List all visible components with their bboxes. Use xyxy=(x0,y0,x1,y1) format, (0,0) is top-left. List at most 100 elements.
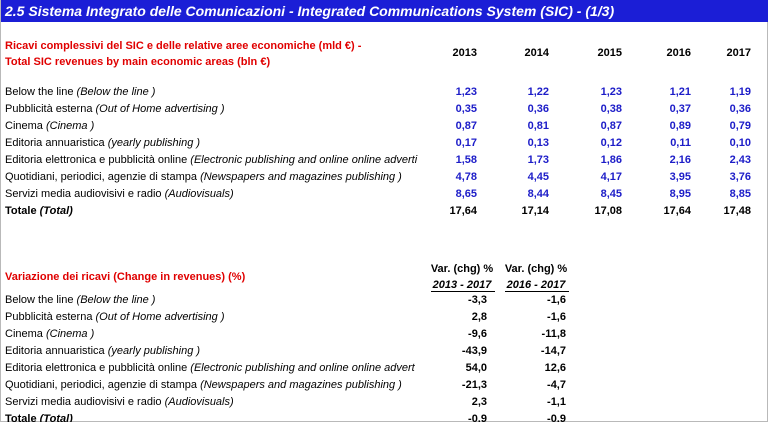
value-cell-2016: 0,11 xyxy=(670,137,691,149)
value-cell-2015: 0,87 xyxy=(600,120,622,132)
row-label-en: (Audiovisuals) xyxy=(164,396,234,408)
change-value-2016-2017: -1,1 xyxy=(547,396,566,408)
row-label-it: Editoria elettronica e pubblicità online xyxy=(5,154,191,166)
value-cell-2017: 8,85 xyxy=(729,188,751,200)
revenues-row: Servizi media audiovisivi e radio (Audio… xyxy=(5,186,765,202)
row-label-it: Pubblicità esterna xyxy=(5,311,96,323)
row-label: Totale (Total) xyxy=(5,411,415,422)
value-cell-2015: 4,17 xyxy=(600,171,622,183)
row-label-en: (Out of Home advertising ) xyxy=(95,103,225,115)
revenues-row: Quotidiani, periodici, agenzie di stampa… xyxy=(5,169,765,185)
value-cell-2016: 0,37 xyxy=(669,103,691,115)
value-cell-2017: 2,43 xyxy=(729,154,751,166)
value-cell-2015: 8,45 xyxy=(600,188,622,200)
row-label-it: Editoria elettronica e pubblicità online xyxy=(5,362,191,374)
change-value-2016-2017: -4,7 xyxy=(547,379,566,391)
change-row: Quotidiani, periodici, agenzie di stampa… xyxy=(5,377,605,394)
change-value-2016-2017: 12,6 xyxy=(544,362,566,374)
change-row: Editoria annuaristica (yearly publishing… xyxy=(5,343,605,360)
row-label-en: (Below the line ) xyxy=(76,294,156,306)
row-label: Servizi media audiovisivi e radio (Audio… xyxy=(5,186,429,202)
change-col2-underline xyxy=(505,291,569,292)
row-label-en: (Total) xyxy=(39,413,73,422)
row-label: Quotidiani, periodici, agenzie di stampa… xyxy=(5,169,429,185)
value-cell-2013: 0,17 xyxy=(455,137,477,149)
revenues-row: Editoria annuaristica (yearly publishing… xyxy=(5,135,765,151)
row-label-it: Quotidiani, periodici, agenzie di stampa xyxy=(5,171,201,183)
year-header-2013: 2013 xyxy=(452,47,477,59)
row-label-en: (Audiovisuals) xyxy=(164,188,234,200)
row-label-it: Cinema xyxy=(5,328,46,340)
value-cell-2013: 8,65 xyxy=(455,188,477,200)
row-label-en: (Cinema ) xyxy=(45,120,95,132)
row-label: Pubblicità esterna (Out of Home advertis… xyxy=(5,101,429,117)
change-value-2013-2017: -21,3 xyxy=(461,379,487,391)
row-label-it: Cinema xyxy=(5,120,46,132)
revenues-total-row: Totale (Total) 17,64 17,14 17,08 17,64 17,48 xyxy=(5,203,765,219)
change-value-2016-2017: -11,8 xyxy=(541,328,566,340)
value-cell-2013: 0,35 xyxy=(455,103,477,115)
value-cell-2016: 17,64 xyxy=(663,205,691,217)
change-value-2013-2017: -3,3 xyxy=(468,294,487,306)
value-cell-2014: 0,36 xyxy=(527,103,549,115)
value-cell-2016: 2,16 xyxy=(669,154,691,166)
row-label-it: Quotidiani, periodici, agenzie di stampa xyxy=(5,379,201,391)
value-cell-2017: 3,76 xyxy=(729,171,751,183)
row-label: Pubblicità esterna (Out of Home advertis… xyxy=(5,309,415,326)
row-label: Editoria annuaristica (yearly publishing… xyxy=(5,343,415,360)
change-row: Below the line (Below the line ) -3,3 -1,6 xyxy=(5,292,605,309)
value-cell-2014: 17,14 xyxy=(521,205,549,217)
value-cell-2014: 8,44 xyxy=(527,188,549,200)
page-title: 2.5 Sistema Integrato delle Comunicazion… xyxy=(1,0,768,22)
value-cell-2015: 17,08 xyxy=(594,205,622,217)
row-label-en: (Electronic publishing and online online… xyxy=(190,154,418,166)
row-label: Editoria elettronica e pubblicità online… xyxy=(5,152,429,168)
row-label-it: Totale xyxy=(5,205,40,217)
revenues-row: Below the line (Below the line ) 1,23 1,22… xyxy=(5,84,765,100)
change-row: Pubblicità esterna (Out of Home advertis… xyxy=(5,309,605,326)
change-value-2013-2017: 2,3 xyxy=(471,396,487,408)
value-cell-2013: 4,78 xyxy=(455,171,477,183)
row-label-it: Editoria annuaristica xyxy=(5,345,108,357)
row-label-it: Pubblicità esterna xyxy=(5,103,96,115)
change-value-2016-2017: -1,6 xyxy=(547,311,566,323)
change-col1-period: 2013 - 2017 xyxy=(432,279,492,291)
value-cell-2014: 1,22 xyxy=(527,86,549,98)
value-cell-2017: 0,79 xyxy=(729,120,751,132)
change-heading: Variazione dei ricavi (Change in revenue… xyxy=(5,271,246,283)
revenues-row: Pubblicità esterna (Out of Home advertis… xyxy=(5,101,765,117)
change-value-2016-2017: -0,9 xyxy=(547,413,566,422)
row-label-en: (Newspapers and magazines publishing ) xyxy=(200,379,402,391)
change-value-2013-2017: -43,9 xyxy=(461,345,487,357)
value-cell-2015: 1,86 xyxy=(600,154,622,166)
revenues-heading-it: Ricavi complessivi del SIC e delle relat… xyxy=(5,40,362,52)
value-cell-2014: 1,73 xyxy=(527,154,549,166)
revenues-heading-en: Total SIC revenues by main economic area… xyxy=(5,56,271,68)
row-label-it: Servizi media audiovisivi e radio xyxy=(5,188,165,200)
year-header-2016: 2016 xyxy=(666,47,691,59)
row-label-en: (yearly publishing ) xyxy=(107,345,201,357)
row-label: Below the line (Below the line ) xyxy=(5,292,415,309)
value-cell-2016: 0,89 xyxy=(669,120,691,132)
change-col1-header: Var. (chg) % xyxy=(430,263,494,275)
value-cell-2013: 0,87 xyxy=(455,120,477,132)
revenues-row: Cinema (Cinema ) 0,87 0,81 0,87 0,89 0,79 xyxy=(5,118,765,134)
value-cell-2014: 4,45 xyxy=(527,171,549,183)
value-cell-2017: 17,48 xyxy=(723,205,751,217)
value-cell-2016: 3,95 xyxy=(669,171,691,183)
value-cell-2015: 1,23 xyxy=(600,86,622,98)
row-label: Servizi media audiovisivi e radio (Audio… xyxy=(5,394,415,411)
value-cell-2016: 1,21 xyxy=(669,86,691,98)
row-label-en: (Out of Home advertising ) xyxy=(95,311,225,323)
row-label-en: (Electronic publishing and online online… xyxy=(190,362,415,374)
change-value-2016-2017: -1,6 xyxy=(547,294,566,306)
change-value-2013-2017: -9,6 xyxy=(468,328,487,340)
row-label-en: (Below the line ) xyxy=(76,86,156,98)
change-total-row: Totale (Total) -0,9 -0,9 xyxy=(5,411,605,422)
revenues-row: Editoria elettronica e pubblicità online… xyxy=(5,152,765,168)
change-col2-period: 2016 - 2017 xyxy=(506,279,566,291)
row-label: Editoria elettronica e pubblicità online… xyxy=(5,360,415,377)
value-cell-2015: 0,12 xyxy=(600,137,622,149)
change-row: Editoria elettronica e pubblicità online… xyxy=(5,360,605,377)
